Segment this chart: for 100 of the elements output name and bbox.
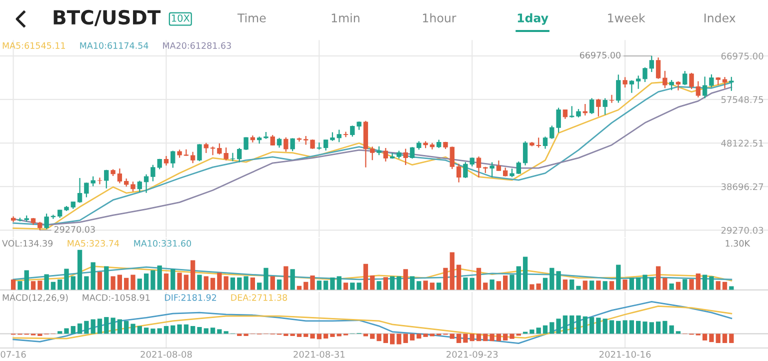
- candlestick: [476, 156, 482, 178]
- bar: [416, 334, 422, 339]
- bar: [264, 268, 268, 290]
- bar: [124, 320, 129, 334]
- bar: [383, 277, 388, 290]
- bar: [376, 334, 382, 342]
- bar: [403, 269, 408, 290]
- bar: [510, 334, 514, 339]
- candlestick: [276, 137, 282, 148]
- bar: [503, 275, 508, 290]
- candlestick: [97, 177, 102, 185]
- bar: [244, 276, 248, 290]
- bar: [530, 330, 534, 334]
- candlestick: [696, 80, 701, 98]
- bar: [84, 320, 89, 334]
- bar: [276, 279, 282, 290]
- x-tick-label: 07-16: [0, 350, 26, 358]
- bar: [217, 272, 222, 290]
- bar: [64, 328, 69, 334]
- candlestick: [602, 98, 608, 116]
- bar: [596, 318, 601, 334]
- candlestick: [197, 144, 202, 162]
- bar: [642, 274, 648, 290]
- bar: [304, 282, 308, 290]
- candlestick: [290, 138, 295, 152]
- bar: [383, 334, 388, 344]
- y-tick-label: 66975.00: [721, 52, 764, 60]
- bar: [696, 273, 701, 290]
- candlestick: [596, 98, 601, 117]
- bar: [709, 276, 714, 290]
- bar: [536, 283, 541, 290]
- bar: [676, 331, 681, 334]
- bar: [516, 266, 521, 290]
- bar: [530, 284, 534, 290]
- bar: [616, 320, 621, 334]
- bar: [270, 276, 275, 290]
- bar: [177, 272, 182, 290]
- candlestick: [230, 152, 236, 162]
- y-tick-label: 48122.51: [721, 140, 763, 147]
- candlestick: [709, 74, 714, 88]
- bar: [237, 277, 242, 290]
- bar: [77, 323, 82, 334]
- bar: [576, 315, 581, 334]
- series-label: DEA:2711.38: [231, 294, 288, 301]
- candlestick: [649, 55, 654, 73]
- bar: [70, 276, 76, 290]
- bar: [510, 274, 514, 290]
- text: MACD:-1058.91: [82, 294, 150, 301]
- candlestick: [77, 177, 82, 204]
- bar: [423, 334, 428, 337]
- bar: [284, 266, 288, 290]
- bar: [410, 334, 415, 340]
- bar: [570, 279, 574, 290]
- bar: [363, 264, 368, 290]
- bar: [589, 280, 594, 290]
- bar: [290, 269, 295, 290]
- candlestick: [137, 180, 142, 193]
- candlestick: [682, 70, 688, 86]
- candlestick: [616, 74, 621, 104]
- candlestick: [656, 56, 661, 80]
- bar: [30, 281, 36, 290]
- bar: [104, 266, 109, 290]
- x-tick-label: 2021-10-16: [599, 350, 651, 358]
- candlestick: [490, 162, 494, 178]
- bar: [184, 274, 189, 290]
- bar: [556, 318, 561, 334]
- bar: [542, 325, 548, 334]
- bar: [483, 282, 488, 290]
- bar: [224, 331, 228, 334]
- bar: [117, 274, 122, 290]
- candlestick: [669, 80, 674, 91]
- bar: [356, 282, 362, 290]
- bar: [376, 281, 382, 290]
- candlestick: [629, 80, 634, 94]
- bar: [310, 275, 315, 290]
- candlestick: [117, 168, 122, 184]
- candlestick: [270, 134, 275, 146]
- text: 10X: [172, 14, 190, 22]
- bar: [636, 320, 641, 334]
- bar: [97, 272, 102, 290]
- bar: [629, 320, 634, 334]
- bar: [622, 279, 628, 290]
- bar: [722, 334, 728, 344]
- bar: [463, 277, 468, 290]
- bar: [323, 334, 328, 339]
- bar: [582, 316, 588, 334]
- text: Time: [237, 13, 266, 22]
- bar: [423, 280, 428, 290]
- candlestick: [144, 174, 149, 194]
- candlestick: [636, 75, 641, 90]
- bar: [316, 280, 322, 290]
- bar: [157, 265, 162, 290]
- annotation: MACD(12,26,9): [2, 294, 68, 302]
- candlestick: [343, 131, 348, 138]
- bar: [58, 279, 62, 290]
- bar: [50, 282, 56, 290]
- bar: [456, 334, 462, 344]
- bar: [443, 268, 448, 290]
- bar: [490, 279, 494, 290]
- bar: [476, 268, 482, 290]
